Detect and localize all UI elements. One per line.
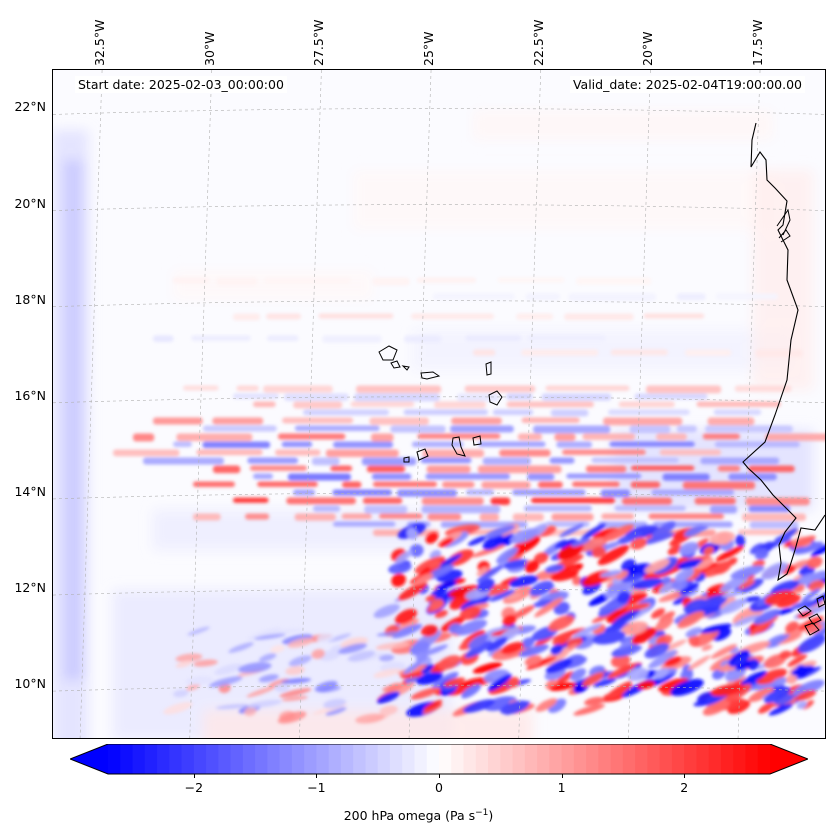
colorbar-tick-label: −2 (184, 780, 204, 795)
valid-date-label: Valid_date: 2025-02-04T19:00:00.00 (569, 76, 805, 93)
colorbar-segment (389, 744, 403, 774)
colorbar-segment (500, 744, 514, 774)
colorbar-segment (696, 744, 710, 774)
colorbar-tick-mark (684, 774, 686, 778)
colorbar-segment (488, 744, 501, 774)
colorbar-segment (377, 744, 391, 774)
colorbar-segment (635, 744, 649, 774)
colorbar-segment (181, 744, 195, 774)
colorbar-segment (671, 744, 685, 774)
africa-coastline (742, 122, 825, 582)
colorbar-tick-label: 1 (557, 780, 566, 795)
colorbar-segment (647, 744, 661, 774)
longitude-label: 25°W (421, 31, 437, 66)
colorbar-segment (720, 744, 734, 774)
colorbar-segment (684, 744, 698, 774)
africa-coast-inlet (776, 208, 791, 243)
colorbar-tick-label: −1 (307, 780, 326, 795)
colorbar-tick-mark (439, 774, 440, 778)
latitude-label: 20°N (14, 195, 46, 211)
longitude-label: 27.5°W (311, 19, 327, 66)
longitude-label: 20°W (640, 31, 656, 66)
colorbar-segment (304, 744, 318, 774)
cape-verde-islands (378, 345, 503, 463)
colorbar-segment (549, 744, 563, 774)
latitude-label: 18°N (14, 291, 46, 307)
colorbar-segment (365, 744, 379, 774)
colorbar-segment (708, 744, 722, 774)
colorbar-segment (745, 744, 759, 774)
longitude-label: 30°W (201, 31, 217, 66)
colorbar-segment (451, 744, 465, 774)
colorbar-label-exponent: −1 (475, 808, 489, 818)
colorbar-segment (206, 744, 219, 774)
colorbar-max-extend (770, 744, 808, 774)
longitude-label: 22.5°W (530, 19, 546, 66)
colorbar-segment (757, 744, 771, 774)
colorbar (68, 743, 810, 775)
colorbar-tick-label: 2 (680, 780, 689, 795)
colorbar-tick-mark (193, 774, 195, 778)
colorbar-segment (561, 744, 575, 774)
longitude-label: 32.5°W (92, 19, 108, 66)
coastlines (378, 122, 825, 636)
colorbar-label: 200 hPa omega (Pa s−1) (0, 808, 837, 823)
colorbar-segment (475, 744, 489, 774)
graticule (53, 70, 825, 738)
colorbar-segment (512, 744, 526, 774)
colorbar-segment (267, 744, 281, 774)
colorbar-segment (610, 744, 624, 774)
colorbar-label-close: ) (488, 808, 494, 824)
colorbar-segment (414, 744, 428, 774)
colorbar-segment (586, 744, 599, 774)
colorbar-segment (537, 744, 550, 774)
colorbar-segment (255, 744, 268, 774)
colorbar-tick-mark (561, 774, 563, 778)
colorbar-segment (573, 744, 587, 774)
colorbar-bar (68, 743, 810, 775)
colorbar-segment (439, 744, 452, 774)
colorbar-segment (659, 744, 673, 774)
colorbar-segment (340, 744, 354, 774)
colorbar-segment (193, 744, 207, 774)
colorbar-segment (144, 744, 158, 774)
start-date-label: Start date: 2025-02-03_00:00:00 (75, 76, 287, 93)
colorbar-segment (108, 744, 121, 774)
omega-field-map (53, 70, 825, 738)
colorbar-segment (132, 744, 146, 774)
colorbar-segment (242, 744, 256, 774)
latitude-label: 16°N (14, 387, 46, 403)
colorbar-min-extend (70, 744, 108, 774)
convective-cell-layer (163, 521, 825, 724)
latitude-label: 22°N (14, 99, 46, 115)
latitude-label: 12°N (14, 580, 46, 596)
colorbar-segment (169, 744, 183, 774)
map-panel: Start date: 2025-02-03_00:00:00 Valid_da… (52, 69, 826, 739)
colorbar-segment (598, 744, 612, 774)
colorbar-label-main: 200 hPa omega (Pa s (343, 808, 476, 824)
colorbar-segment (218, 744, 232, 774)
wave-band-layer (113, 277, 825, 537)
colorbar-segment (426, 744, 440, 774)
longitude-label: 17.5°W (750, 19, 766, 66)
colorbar-segment (157, 744, 170, 774)
colorbar-segment (328, 744, 342, 774)
colorbar-segment (402, 744, 416, 774)
colorbar-tick-label: 0 (435, 780, 443, 795)
colorbar-segment (279, 744, 293, 774)
colorbar-segment (524, 744, 538, 774)
colorbar-segment (733, 744, 747, 774)
colorbar-segment (120, 744, 134, 774)
colorbar-segment (622, 744, 636, 774)
colorbar-segment (316, 744, 330, 774)
latitude-label: 14°N (14, 483, 46, 499)
colorbar-tick-mark (316, 774, 318, 778)
colorbar-segment (230, 744, 244, 774)
colorbar-segment (463, 744, 477, 774)
colorbar-segment (353, 744, 367, 774)
colorbar-segment (291, 744, 305, 774)
bijagos-islands (797, 595, 825, 636)
latitude-label: 10°N (14, 676, 46, 692)
